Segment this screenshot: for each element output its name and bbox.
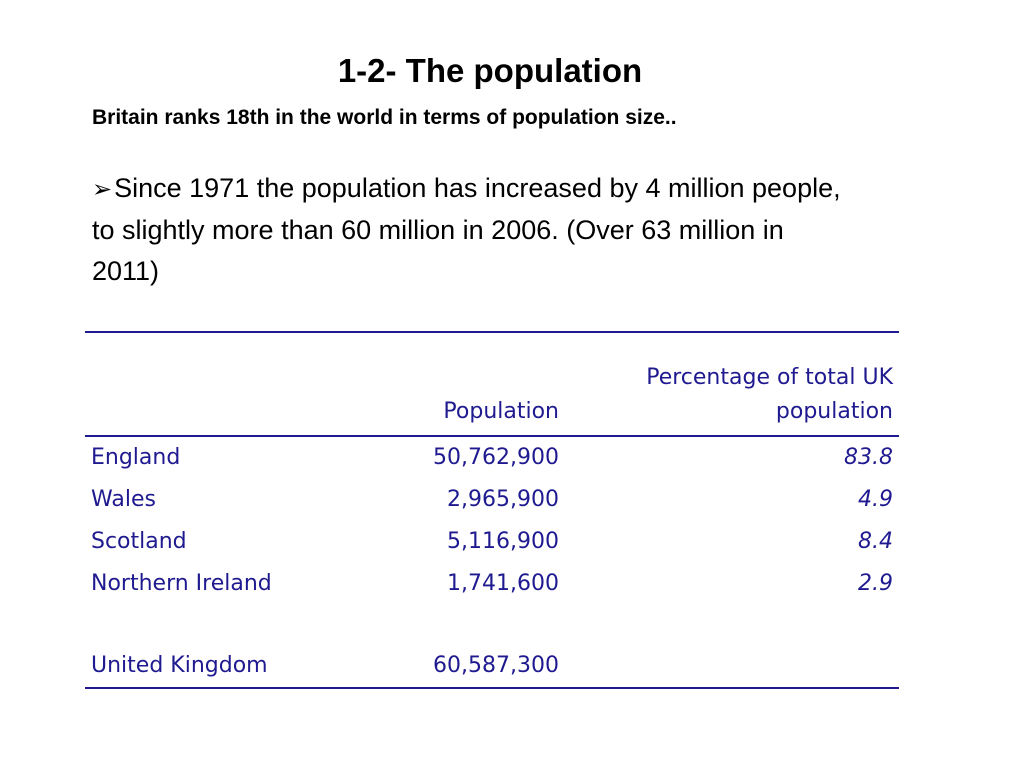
slide-title: 1-2- The population	[337, 52, 643, 89]
table-row: Scotland 5,116,900 8.4	[85, 521, 899, 563]
header-population: Population	[357, 332, 565, 437]
row-percentage: 2.9	[858, 571, 893, 596]
population-table-container: Population Percentage of total UK popula…	[85, 331, 899, 689]
spacer-cell	[85, 605, 357, 645]
row-percentage: 83.8	[844, 445, 893, 470]
row-region: Scotland	[91, 529, 187, 554]
row-region: Northern Ireland	[91, 571, 272, 596]
header-percentage: Percentage of total UK population	[565, 332, 899, 437]
row-percentage: 4.9	[858, 487, 893, 512]
arrow-bullet-icon: ➢	[92, 176, 113, 203]
table-row: Northern Ireland 1,741,600 2.9	[85, 563, 899, 605]
row-region: Wales	[91, 487, 156, 512]
table-row: England 50,762,900 83.8	[85, 436, 899, 479]
total-population: 60,587,300	[433, 653, 559, 678]
header-percentage-label: Percentage of total UK population	[646, 365, 893, 424]
table-header-row: Population Percentage of total UK popula…	[85, 332, 899, 437]
row-region: England	[91, 445, 181, 470]
total-percentage	[565, 645, 899, 688]
row-population: 1,741,600	[447, 571, 559, 596]
table-total-row: United Kingdom 60,587,300	[85, 645, 899, 688]
row-percentage: 8.4	[858, 529, 893, 554]
table-spacer-row	[85, 605, 899, 645]
total-region: United Kingdom	[91, 653, 268, 678]
header-region	[85, 332, 357, 437]
row-population: 5,116,900	[447, 529, 559, 554]
spacer-cell	[357, 605, 565, 645]
slide-subtitle: Britain ranks 18th in the world in terms…	[92, 106, 677, 129]
row-population: 2,965,900	[447, 487, 559, 512]
row-population: 50,762,900	[433, 445, 559, 470]
bullet-point: ➢Since 1971 the population has increased…	[92, 168, 852, 292]
bullet-text: Since 1971 the population has increased …	[92, 173, 841, 286]
table-row: Wales 2,965,900 4.9	[85, 479, 899, 521]
spacer-cell	[565, 605, 899, 645]
population-table: Population Percentage of total UK popula…	[85, 331, 899, 689]
